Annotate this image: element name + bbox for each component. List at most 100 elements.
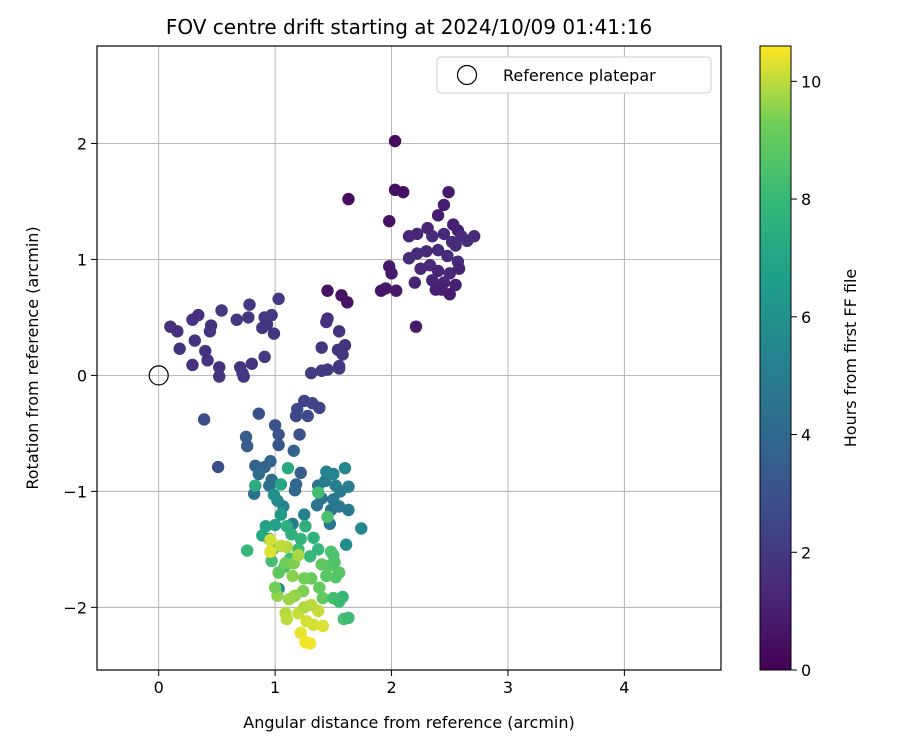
data-point: [315, 341, 328, 354]
data-point: [305, 366, 318, 380]
data-point: [332, 500, 346, 513]
legend-marker-icon: [456, 64, 478, 86]
data-point: [342, 480, 355, 493]
data-point: [431, 243, 445, 257]
data-point: [188, 334, 201, 347]
data-point: [402, 252, 416, 265]
colorbar-label: Hours from first FF file: [841, 269, 860, 448]
data-point: [320, 569, 333, 583]
data-point: [355, 522, 368, 535]
data-point: [327, 467, 340, 481]
data-point: [301, 409, 314, 423]
data-point: [186, 358, 199, 372]
y-tick-label: 1: [77, 250, 87, 269]
data-point: [173, 342, 186, 355]
x-tick-label: 4: [619, 678, 629, 697]
data-point: [215, 304, 228, 317]
y-tick-label: −2: [63, 598, 87, 617]
data-point: [282, 593, 296, 606]
colorbar-tick-label: 8: [801, 190, 811, 209]
data-point: [298, 601, 311, 614]
reference-platepar-marker: [148, 365, 169, 386]
grid-lines: [97, 46, 721, 670]
data-point: [240, 544, 254, 557]
data-point: [420, 245, 433, 258]
colorbar-tick-label: 2: [801, 543, 811, 562]
data-point: [449, 278, 462, 292]
data-point: [429, 283, 442, 296]
data-point: [383, 214, 396, 228]
data-point: [264, 545, 277, 558]
data-point: [336, 348, 349, 361]
data-point: [265, 554, 278, 568]
data-point: [274, 478, 288, 491]
data-point: [303, 550, 317, 563]
data-point: [402, 230, 416, 243]
plot-frame: [96, 45, 722, 671]
data-point: [249, 479, 262, 492]
data-point: [192, 308, 205, 322]
colorbar-tick-label: 4: [801, 426, 811, 445]
legend: Reference platepar: [436, 56, 712, 94]
data-point: [461, 234, 474, 248]
data-point: [320, 315, 333, 329]
data-point: [307, 531, 320, 544]
colorbar-tick-label: 0: [801, 661, 811, 680]
y-tick-label: 2: [77, 134, 87, 153]
data-point: [281, 461, 295, 475]
data-point: [332, 325, 346, 338]
data-point: [252, 467, 266, 481]
data-point: [263, 479, 276, 492]
data-point: [408, 276, 422, 289]
data-point: [264, 533, 277, 547]
data-point: [199, 344, 212, 358]
data-point: [272, 292, 285, 306]
data-point: [307, 618, 320, 631]
data-point: [437, 198, 451, 212]
data-point: [245, 357, 259, 370]
data-point: [280, 612, 293, 626]
data-point: [230, 313, 243, 326]
data-point: [310, 499, 324, 512]
data-point: [203, 325, 217, 338]
data-point: [315, 558, 328, 571]
data-point: [237, 370, 250, 383]
data-point: [441, 249, 454, 263]
data-point: [258, 350, 271, 364]
data-point: [240, 439, 254, 453]
data-point: [426, 230, 439, 243]
data-point: [311, 543, 325, 556]
data-point: [336, 590, 349, 604]
data-point: [292, 548, 305, 562]
data-point: [288, 484, 302, 497]
data-point: [374, 284, 388, 297]
data-point: [298, 508, 311, 521]
data-point: [274, 539, 288, 553]
data-point: [294, 466, 307, 480]
data-point: [201, 354, 214, 367]
colorbar-ticks: 0 2 4 6 8 10: [791, 72, 821, 680]
x-axis-ticks: 0 1 2 3 4: [154, 670, 629, 697]
data-point: [431, 264, 445, 278]
y-tick-label: −1: [63, 482, 87, 501]
x-tick-label: 1: [270, 678, 280, 697]
data-point: [328, 555, 341, 569]
data-point: [267, 327, 281, 340]
data-point: [252, 407, 266, 420]
data-point: [342, 503, 355, 517]
data-point: [321, 510, 334, 524]
data-point: [242, 311, 255, 324]
data-point: [431, 209, 445, 222]
data-point: [289, 409, 303, 423]
data-point: [443, 267, 456, 280]
data-point: [272, 428, 285, 441]
x-tick-label: 3: [503, 678, 513, 697]
data-point: [313, 581, 326, 594]
data-point: [272, 438, 285, 452]
data-point: [299, 519, 312, 533]
colorbar: 0 2 4 6 8 10 Hours from first FF file: [759, 45, 860, 680]
data-point: [452, 262, 466, 275]
data-point: [239, 430, 253, 444]
data-point: [294, 532, 307, 546]
